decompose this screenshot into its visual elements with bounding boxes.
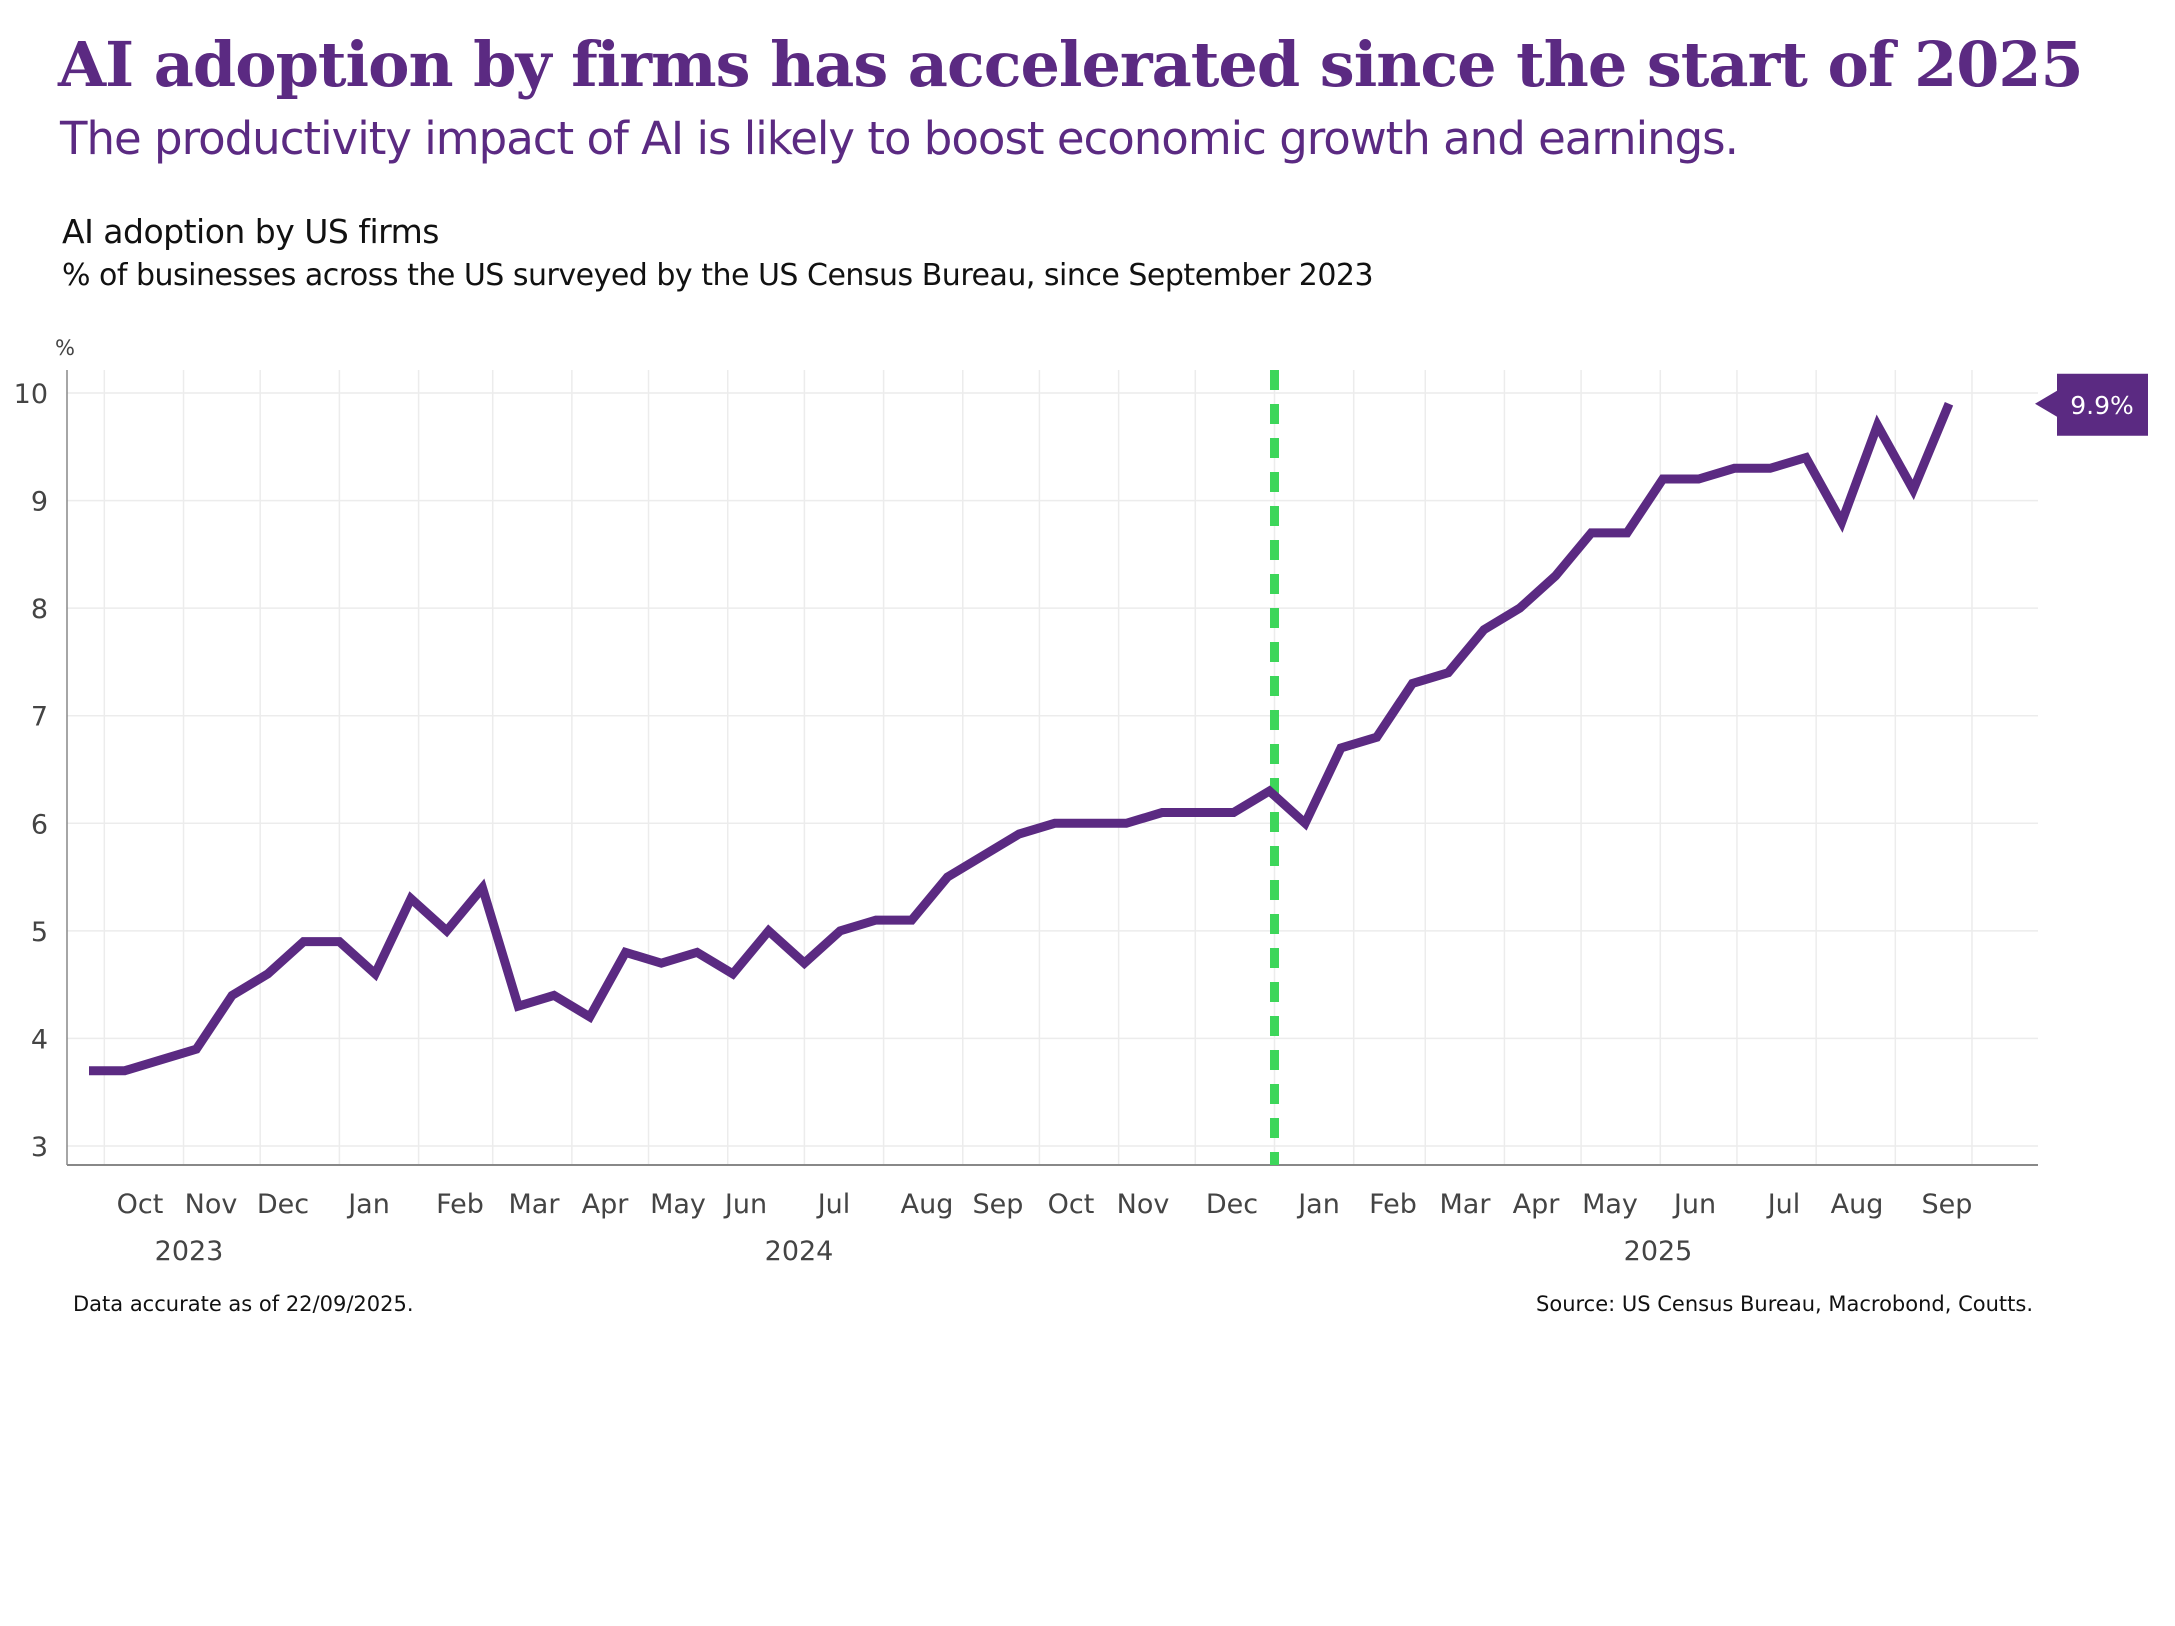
- x-tick-label: Jan: [1296, 1189, 1340, 1220]
- x-tick-label: Oct: [117, 1189, 164, 1220]
- x-tick-label: Mar: [509, 1189, 561, 1220]
- x-tick-label: Apr: [1513, 1189, 1561, 1220]
- last-value-label: 9.9%: [2070, 391, 2134, 420]
- y-tick-label: 8: [31, 594, 48, 625]
- page-subtitle: The productivity impact of AI is likely …: [60, 112, 1739, 165]
- y-tick-label: 7: [31, 702, 48, 733]
- page-title: AI adoption by firms has accelerated sin…: [58, 28, 2084, 101]
- chart-subtitle: % of businesses across the US surveyed b…: [62, 258, 1374, 293]
- x-tick-label: Feb: [436, 1189, 484, 1220]
- y-tick-label: 10: [14, 379, 48, 410]
- y-tick-label: 4: [31, 1024, 48, 1055]
- y-tick-label: 5: [31, 917, 48, 948]
- chart-title: AI adoption by US firms: [62, 212, 439, 251]
- x-tick-label: Jul: [816, 1189, 851, 1220]
- x-tick-label: Feb: [1369, 1189, 1417, 1220]
- x-tick-label: Aug: [901, 1189, 954, 1220]
- x-tick-label: May: [1582, 1189, 1638, 1220]
- year-label: 2025: [1624, 1236, 1693, 1267]
- x-tick-label: Sep: [973, 1189, 1024, 1220]
- x-tick-label: Sep: [1922, 1189, 1973, 1220]
- x-tick-label: Jan: [346, 1189, 390, 1220]
- x-tick-label: Dec: [1206, 1189, 1258, 1220]
- data-note: Data accurate as of 22/09/2025.: [73, 1292, 414, 1316]
- year-label: 2023: [155, 1236, 224, 1267]
- y-axis-unit: %: [55, 336, 75, 360]
- y-tick-label: 6: [31, 809, 48, 840]
- year-label: 2024: [765, 1236, 834, 1267]
- x-tick-label: Nov: [1117, 1189, 1170, 1220]
- x-tick-label: Jul: [1766, 1189, 1801, 1220]
- last-value-tag: [2035, 373, 2148, 436]
- y-tick-label: 9: [31, 487, 48, 518]
- x-tick-label: Mar: [1440, 1189, 1492, 1220]
- source-note: Source: US Census Bureau, Macrobond, Cou…: [1536, 1292, 2033, 1316]
- y-tick-label: 3: [31, 1132, 48, 1163]
- x-tick-label: Apr: [582, 1189, 630, 1220]
- series-line: [89, 402, 1954, 1076]
- x-tick-label: May: [650, 1189, 706, 1220]
- x-tick-label: Oct: [1048, 1189, 1095, 1220]
- x-tick-label: Aug: [1831, 1189, 1884, 1220]
- x-tick-label: Jun: [723, 1189, 767, 1220]
- x-tick-label: Jun: [1672, 1189, 1716, 1220]
- x-tick-label: Nov: [185, 1189, 238, 1220]
- x-tick-label: Dec: [257, 1189, 309, 1220]
